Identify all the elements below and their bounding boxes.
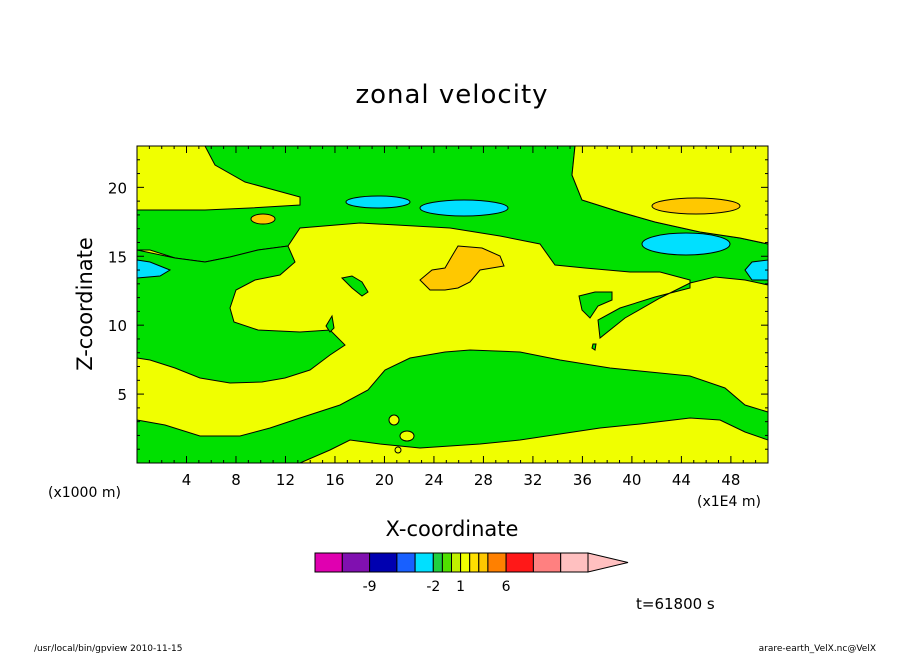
- yellow-dot-1: [388, 414, 400, 426]
- x-axis-ticks: 4 8 12 16 20 24 28 32 36 40 44 48: [148, 146, 757, 489]
- y-tick-label: 10: [108, 317, 127, 335]
- x-unit-label: (x1E4 m): [697, 494, 761, 510]
- colorbar-segment: [469, 552, 480, 573]
- x-tick-label: 36: [573, 471, 592, 489]
- colorbar-segment: [478, 552, 489, 573]
- colorbar-segment: [432, 552, 443, 573]
- x-tick-label: 24: [424, 471, 443, 489]
- yellow-dot-2: [399, 430, 415, 442]
- colorbar: [314, 552, 629, 573]
- region-lower-negative: [137, 349, 768, 463]
- time-label: t=61800 s: [636, 595, 715, 613]
- yellow-dot-3: [394, 446, 402, 454]
- x-tick-label: 40: [622, 471, 641, 489]
- colorbar-segment: [414, 552, 434, 573]
- y-tick-label: 5: [117, 386, 127, 404]
- y-tick-label: 15: [108, 248, 127, 266]
- x-tick-label: 4: [182, 471, 192, 489]
- plot-frame: [136, 145, 769, 464]
- orange-cell-3: [250, 213, 276, 225]
- x-tick-label: 48: [721, 471, 740, 489]
- x-axis-label: X-coordinate: [386, 517, 519, 541]
- colorbar-tick-label: 6: [502, 579, 511, 595]
- region-top-right-positive: [571, 146, 768, 245]
- cyan-cell-5: [744, 259, 768, 281]
- green-island-2: [578, 291, 613, 319]
- colorbar-segment: [560, 552, 589, 573]
- cyan-cell-1: [345, 195, 411, 209]
- x-tick-label: 12: [276, 471, 295, 489]
- colorbar-segment: [460, 552, 471, 573]
- green-island-3: [591, 343, 597, 351]
- x-tick-label: 44: [672, 471, 691, 489]
- cyan-cell-4: [137, 259, 172, 279]
- x-tick-label: 20: [375, 471, 394, 489]
- colorbar-segment: [441, 552, 452, 573]
- colorbar-segment: [314, 552, 343, 573]
- region-left-negative: [137, 245, 346, 384]
- chart-title: zonal velocity: [355, 80, 548, 110]
- x-tick-label: 28: [474, 471, 493, 489]
- orange-cell-1: [419, 245, 505, 291]
- footer-left: /usr/local/bin/gpview 2010-11-15: [34, 644, 182, 654]
- colorbar-segment: [532, 552, 562, 573]
- colorbar-segment: [369, 552, 398, 573]
- x-tick-label: 32: [523, 471, 542, 489]
- colorbar-tick-label: -2: [426, 579, 440, 595]
- y-tick-label: 20: [108, 179, 127, 197]
- y-unit-label: (x1000 m): [48, 485, 121, 501]
- colorbar-tick-labels: -9 -2 1 6: [363, 579, 511, 595]
- colorbar-tick-label: 1: [456, 579, 465, 595]
- footer-right: arare-earth_VelX.nc@VelX: [759, 644, 876, 654]
- colorbar-tick-label: -9: [363, 579, 377, 595]
- colorbar-extend-arrow: [587, 552, 629, 573]
- cyan-cell-3: [641, 232, 731, 256]
- colorbar-segment: [396, 552, 416, 573]
- cyan-cell-2: [419, 199, 509, 217]
- y-axis-ticks: 5 10 15 20: [108, 159, 768, 450]
- colorbar-segment: [487, 552, 507, 573]
- x-tick-label: 16: [325, 471, 344, 489]
- colorbar-segment: [505, 552, 534, 573]
- y-axis-label: Z-coordinate: [73, 237, 97, 371]
- green-island-1: [340, 275, 369, 297]
- orange-cell-2: [651, 197, 741, 215]
- green-island-4: [325, 314, 335, 333]
- x-tick-label: 8: [231, 471, 241, 489]
- colorbar-segment: [341, 552, 371, 573]
- region-top-left-positive: [137, 146, 301, 211]
- colorbar-segment: [451, 552, 462, 573]
- contour-field: [137, 146, 768, 463]
